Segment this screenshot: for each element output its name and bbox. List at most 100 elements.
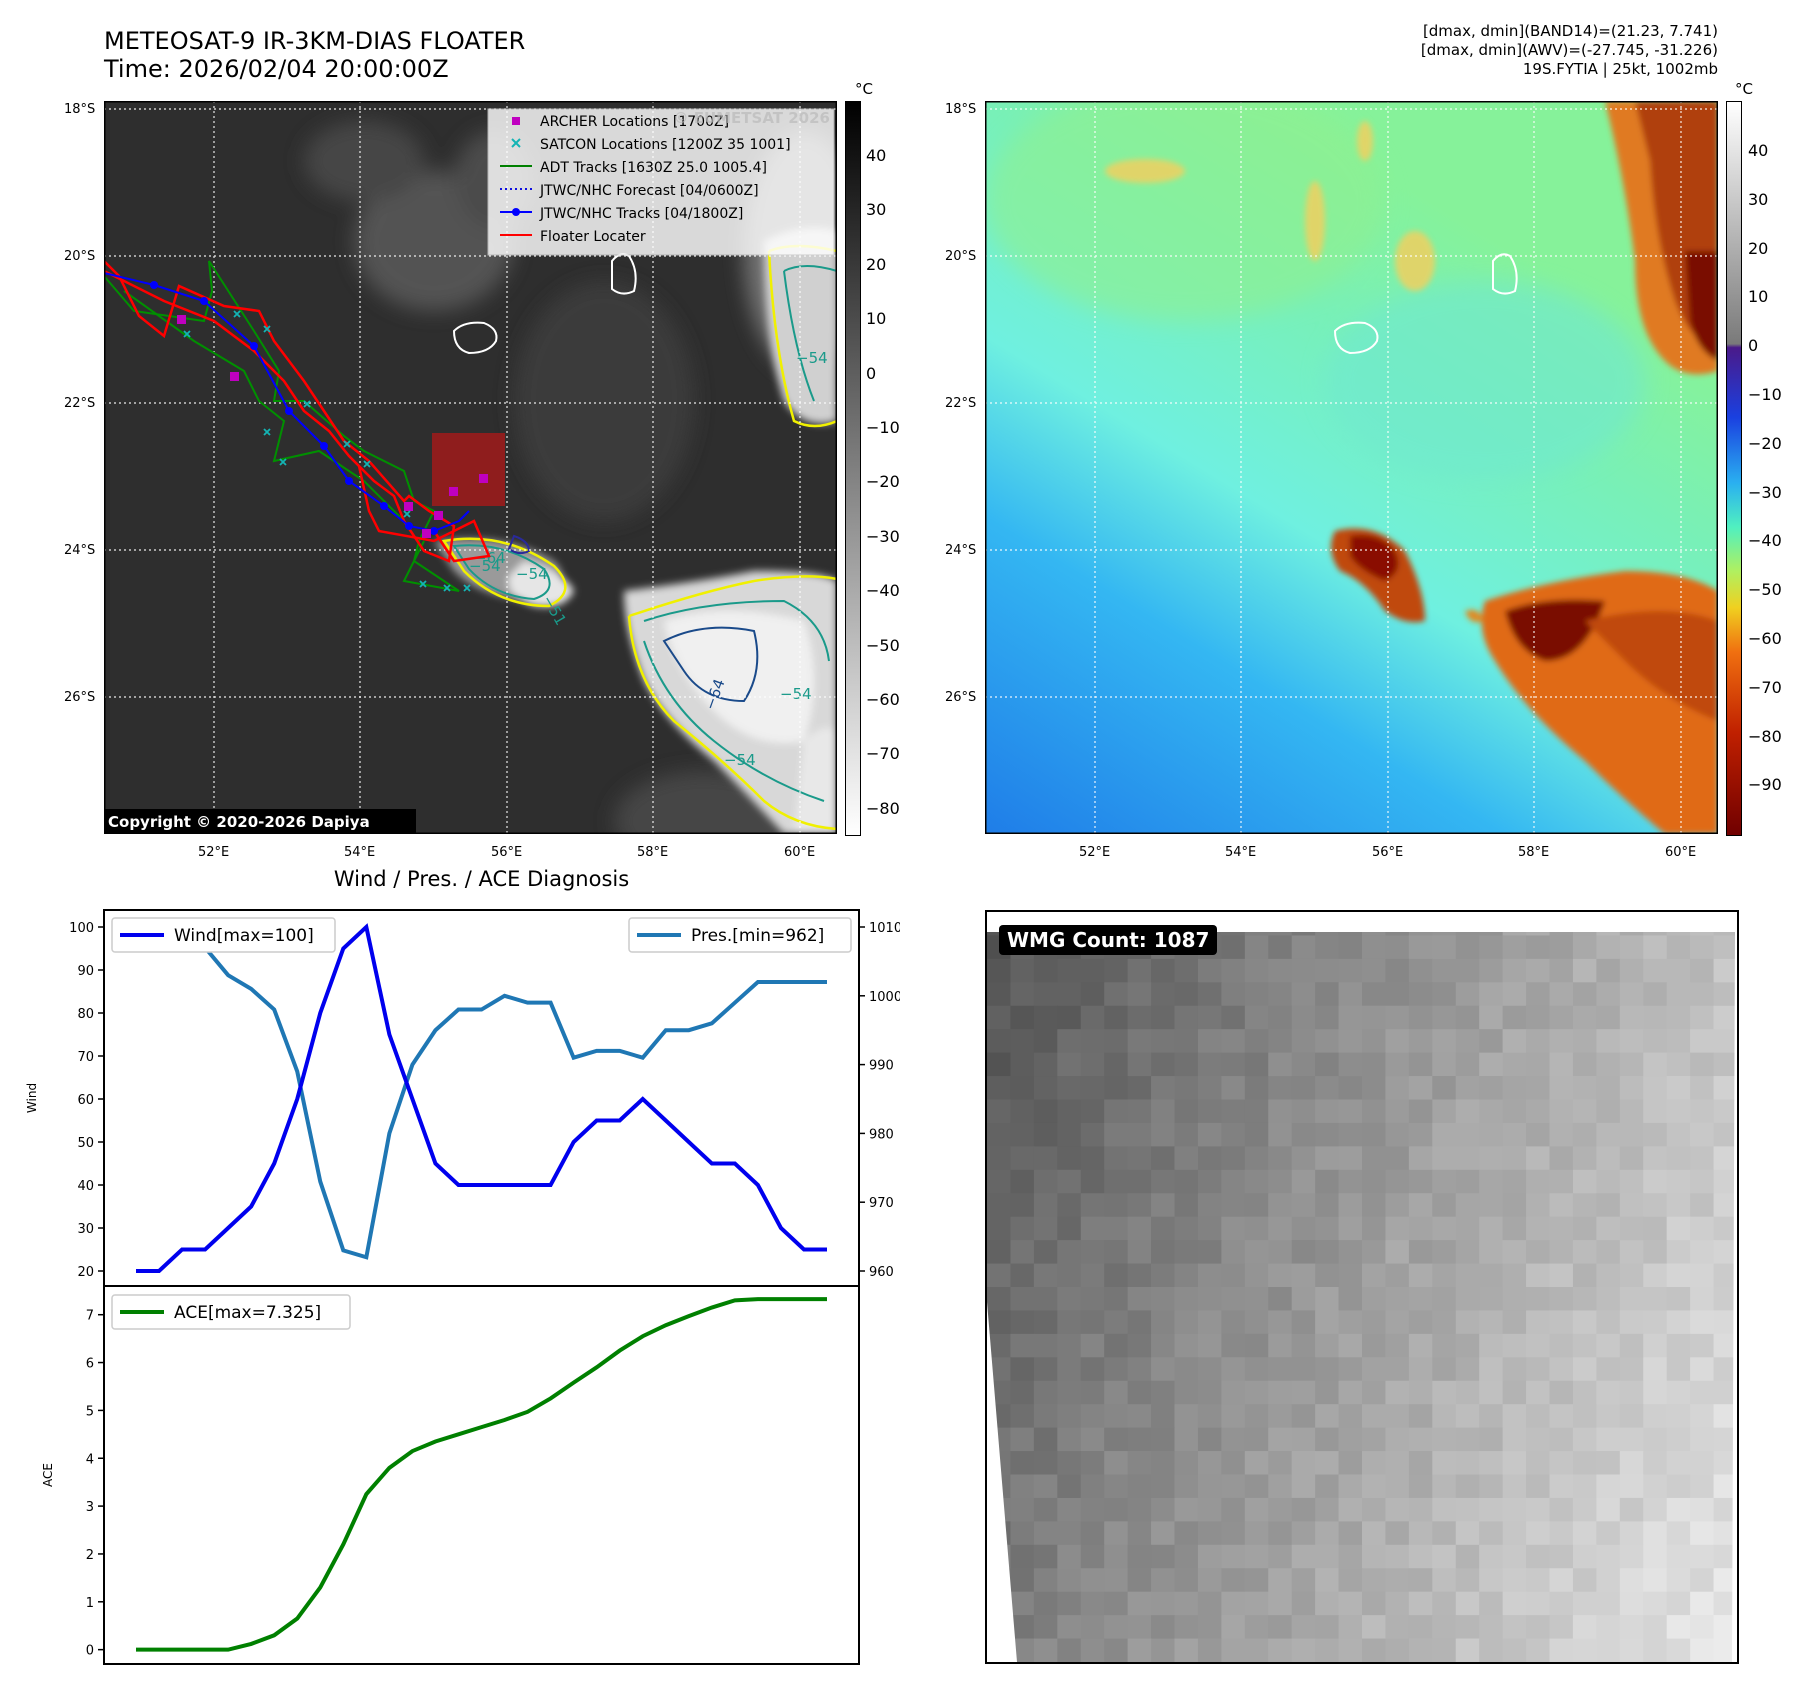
- wmg-pixel: [1268, 1615, 1293, 1640]
- colorbar-tick-label: −20: [866, 472, 900, 492]
- wmg-pixel: [1385, 1427, 1410, 1452]
- contour-label: −54: [724, 751, 756, 769]
- wmg-pixel: [1596, 1287, 1621, 1312]
- wmg-pixel: [1596, 1521, 1621, 1546]
- wmg-pixel: [1666, 1357, 1691, 1382]
- wmg-pixel: [1104, 1310, 1129, 1335]
- wmg-pixel: [1315, 1076, 1340, 1101]
- wmg-pixel: [1713, 958, 1737, 983]
- wmg-pixel: [1596, 1076, 1621, 1101]
- wmg-pixel: [1385, 935, 1410, 960]
- colorbar-tick-label: −60: [1748, 629, 1782, 648]
- wmg-pixel: [1010, 1310, 1035, 1335]
- wmg-pixel: [1104, 1216, 1129, 1241]
- wmg-pixel: [1596, 1169, 1621, 1194]
- wmg-pixel: [1549, 1451, 1574, 1476]
- wmg-pixel: [1010, 1287, 1035, 1312]
- wmg-pixel: [987, 1263, 1012, 1288]
- wmg-pixel: [1315, 1521, 1340, 1546]
- wmg-pixel: [1549, 1591, 1574, 1616]
- wmg-edge-mask-left: [987, 1302, 1017, 1662]
- wmg-pixel: [1010, 1263, 1035, 1288]
- wmg-pixel: [1315, 1193, 1340, 1218]
- wmg-pixel: [1197, 1240, 1222, 1265]
- wmg-pixel: [1362, 1216, 1387, 1241]
- wmg-pixel: [1221, 935, 1246, 960]
- wmg-pixel: [1033, 1005, 1058, 1030]
- wmg-pixel: [1572, 1591, 1597, 1616]
- wmg-pixel: [1502, 1591, 1527, 1616]
- wmg-pixel: [1244, 1005, 1269, 1030]
- wmg-pixel: [1526, 1615, 1551, 1640]
- wmg-pixel: [1010, 1005, 1035, 1030]
- wind-tick-label: 60: [77, 1093, 94, 1108]
- wmg-pixel: [1010, 1568, 1035, 1593]
- wmg-pixel: [1455, 1638, 1480, 1662]
- wmg-pixel: [1619, 1497, 1644, 1522]
- wmg-pixel: [1455, 982, 1480, 1007]
- wmg-pixel: [1455, 1451, 1480, 1476]
- wmg-pixel: [1713, 1052, 1737, 1077]
- wmg-pixel: [1151, 1451, 1176, 1476]
- wmg-pixel: [1666, 935, 1691, 960]
- wmg-pixel: [1526, 1310, 1551, 1335]
- colorbar-tick-label: 30: [866, 200, 887, 220]
- wmg-pixel: [1197, 1357, 1222, 1382]
- wmg-pixel: [1690, 1076, 1715, 1101]
- wmg-pixel: [1455, 1310, 1480, 1335]
- wmg-pixel: [1151, 1427, 1176, 1452]
- wmg-pixel: [1338, 1451, 1363, 1476]
- wmg-pixel: [1408, 1076, 1433, 1101]
- wmg-pixel: [1174, 1521, 1199, 1546]
- wmg-pixel: [1666, 1544, 1691, 1569]
- wmg-pixel: [1010, 1497, 1035, 1522]
- wmg-pixel: [1643, 1310, 1668, 1335]
- wmg-pixel: [1643, 958, 1668, 983]
- wmg-pixel: [1619, 1122, 1644, 1147]
- wmg-pixel: [1221, 1216, 1246, 1241]
- wmg-pixel: [1713, 1497, 1737, 1522]
- wind-tick-label: 80: [77, 1007, 94, 1022]
- wmg-pixel: [1572, 1474, 1597, 1499]
- diagnosis-chart: 20 30 40 50 60 70 80 90 100 960 970 980 990 1000 1010 0…: [25, 909, 900, 1665]
- wmg-pixel: [1643, 1474, 1668, 1499]
- wmg-pixel: [1385, 1099, 1410, 1124]
- wmg-pixel: [1690, 1263, 1715, 1288]
- wmg-pixel: [1010, 1591, 1035, 1616]
- wmg-pixel: [1057, 1122, 1082, 1147]
- wmg-pixel: [1479, 1521, 1504, 1546]
- colorbar-tick-label: −60: [866, 690, 900, 709]
- wmg-pixel: [1174, 1310, 1199, 1335]
- wmg-pixel: [1666, 1052, 1691, 1077]
- colorbar-tick-label: 20: [1748, 238, 1769, 258]
- wmg-pixel: [1174, 1474, 1199, 1499]
- wmg-pixel: [1338, 1099, 1363, 1124]
- wmg-pixel: [1057, 1615, 1082, 1640]
- awv-map: [985, 101, 1718, 834]
- wmg-pixel: [1432, 1146, 1457, 1171]
- wmg-pixel: [1127, 1287, 1152, 1312]
- wmg-pixel: [1151, 1568, 1176, 1593]
- wmg-pixel: [1291, 1076, 1316, 1101]
- wmg-pixel: [1244, 958, 1269, 983]
- ace-axes: [103, 1285, 860, 1665]
- wmg-pixel: [1127, 1333, 1152, 1358]
- wmg-pixel: [1197, 1099, 1222, 1124]
- awv-lat-label: 22°S: [945, 396, 977, 411]
- wmg-pixel: [1549, 1615, 1574, 1640]
- wmg-pixel: [1596, 1240, 1621, 1265]
- wmg-pixel: [1666, 1193, 1691, 1218]
- wmg-pixel: [1502, 1240, 1527, 1265]
- wmg-pixel: [1104, 1052, 1129, 1077]
- wmg-pixel: [1104, 1615, 1129, 1640]
- wmg-pixel: [1432, 1333, 1457, 1358]
- wmg-pixel: [1268, 1474, 1293, 1499]
- wmg-pixel: [1596, 1099, 1621, 1124]
- wmg-pixel: [1010, 1240, 1035, 1265]
- wmg-pixel: [1104, 1638, 1129, 1662]
- wmg-pixel: [1526, 1193, 1551, 1218]
- wmg-pixel: [1362, 1591, 1387, 1616]
- wmg-pixel: [1408, 1052, 1433, 1077]
- wmg-pixel: [1643, 1287, 1668, 1312]
- wmg-pixel: [1362, 1521, 1387, 1546]
